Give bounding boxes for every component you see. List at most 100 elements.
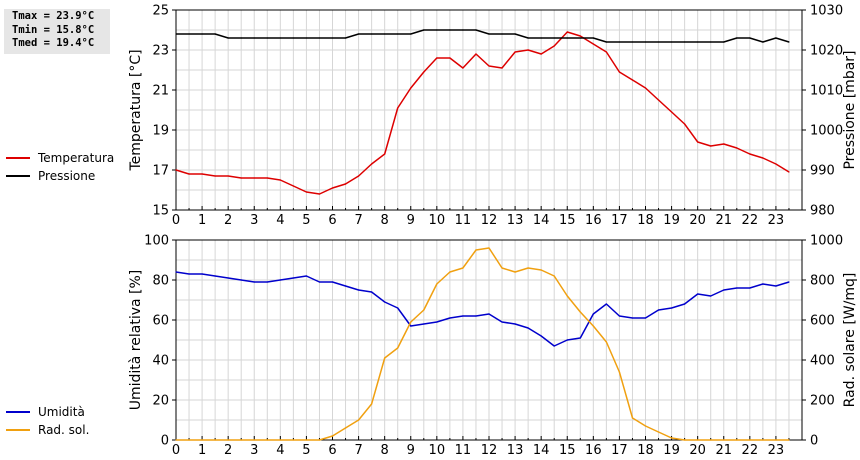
x-tick-label: 8 (381, 213, 389, 228)
legend-label: Temperatura (37, 151, 114, 165)
x-tick-label: 21 (715, 213, 732, 228)
x-tick-label: 23 (768, 443, 785, 458)
data-point (384, 33, 386, 35)
x-tick-label: 0 (172, 443, 180, 458)
data-point (710, 295, 712, 297)
legend-label: Rad. sol. (38, 423, 89, 437)
y-tick-label: 100 (144, 234, 169, 249)
data-point (592, 37, 594, 39)
data-point (188, 439, 190, 441)
data-point (553, 345, 555, 347)
data-point (175, 169, 177, 171)
data-point (501, 67, 503, 69)
data-point (670, 41, 673, 43)
data-point (384, 301, 386, 303)
y-axis-title: Temperatura [°C] (128, 49, 144, 171)
data-point (684, 439, 686, 441)
y2-tick-label: 200 (810, 394, 835, 409)
x-tick-label: 17 (611, 213, 628, 228)
data-point (436, 57, 438, 59)
data-point (410, 87, 412, 89)
data-point (723, 143, 725, 145)
data-point (514, 271, 516, 273)
data-point (488, 65, 490, 67)
series-line-temperatura (175, 31, 790, 195)
data-point (384, 153, 386, 155)
data-point (657, 431, 660, 433)
x-tick-label: 20 (689, 213, 706, 228)
data-point (749, 153, 751, 155)
y-axis-title: Umidità relativa [%] (128, 270, 144, 411)
data-point (605, 303, 607, 305)
data-point (371, 163, 373, 165)
data-point (331, 37, 334, 39)
y-tick-label: 17 (152, 164, 169, 179)
x-tick-label: 22 (742, 213, 759, 228)
data-point (657, 99, 660, 101)
tmed-text: Tmed = 19.4°C (12, 37, 95, 49)
x-tick-label: 3 (250, 213, 258, 228)
data-point (736, 439, 738, 441)
y2-tick-label: 1000 (810, 124, 843, 139)
x-tick-label: 8 (381, 443, 389, 458)
data-point (540, 335, 542, 337)
data-point (423, 71, 425, 73)
data-point (723, 289, 725, 291)
x-tick-label: 7 (354, 443, 362, 458)
x-tick-label: 9 (407, 443, 415, 458)
data-point (788, 281, 790, 283)
data-point (227, 175, 229, 177)
data-point (279, 37, 281, 39)
data-point (566, 339, 568, 341)
x-tick-label: 3 (250, 443, 258, 458)
data-point (462, 267, 464, 269)
y-tick-label: 40 (152, 354, 169, 369)
y-tick-label: 80 (152, 274, 169, 289)
data-point (566, 37, 568, 39)
data-point (527, 267, 529, 269)
data-point (514, 33, 516, 35)
data-point (201, 439, 203, 441)
chart-panel-1: 0 1 2 3 4 5 6 7 8 9 10 11 12 13 14 15 16 17 18 19 20 21 22 2315… (6, 4, 858, 228)
data-point (749, 439, 751, 441)
data-point (201, 173, 203, 175)
data-point (684, 123, 686, 125)
y2-tick-label: 1010 (810, 84, 843, 99)
data-point (253, 281, 255, 283)
x-tick-label: 23 (768, 213, 785, 228)
stats-box: Tmax = 23.9°C Tmin = 15.8°C Tmed = 19.4°… (4, 9, 110, 54)
y-tick-label: 0 (161, 434, 169, 449)
data-point (410, 33, 412, 35)
data-point (670, 437, 673, 439)
data-point (684, 41, 686, 43)
data-point (371, 33, 373, 35)
data-point (749, 287, 751, 289)
data-point (253, 37, 255, 39)
x-tick-label: 4 (276, 213, 284, 228)
x-tick-label: 7 (354, 213, 362, 228)
data-point (449, 57, 451, 59)
data-point (410, 321, 412, 323)
data-point (214, 33, 216, 35)
data-point (644, 425, 647, 427)
data-point (475, 29, 477, 31)
x-tick-label: 14 (533, 213, 550, 228)
data-point (397, 33, 399, 35)
data-point (214, 175, 216, 177)
data-point (618, 315, 621, 317)
data-point (188, 33, 190, 35)
data-point (670, 307, 673, 309)
data-point (644, 317, 647, 319)
data-point (397, 107, 399, 109)
data-point (175, 439, 177, 441)
x-tick-label: 13 (507, 443, 524, 458)
data-point (371, 291, 373, 293)
x-tick-label: 5 (302, 443, 310, 458)
data-point (423, 323, 425, 325)
x-tick-label: 17 (611, 443, 628, 458)
tmin-text: Tmin = 15.8°C (12, 23, 95, 36)
data-point (788, 41, 790, 43)
data-point (592, 313, 594, 315)
data-point (631, 417, 634, 419)
data-point (710, 145, 712, 147)
